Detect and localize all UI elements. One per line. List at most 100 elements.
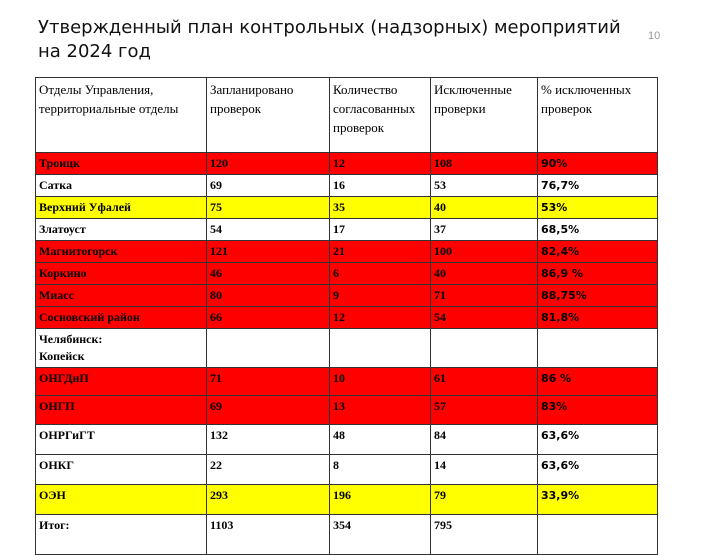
table-cell: 10: [329, 367, 431, 396]
table-cell: 354: [329, 514, 431, 555]
table-cell: [329, 328, 431, 368]
table-cell: 121: [206, 240, 330, 263]
slide-title: Утвержденный план контрольных (надзорных…: [38, 17, 621, 62]
table-row: ОНГДиП 71 10 61 86 %: [35, 367, 658, 396]
table-cell: 84: [430, 424, 538, 455]
table-cell: 53%: [537, 196, 658, 219]
table-cell: [537, 514, 658, 555]
table-cell: Сосновский район: [35, 306, 207, 329]
table-cell: 40: [430, 262, 538, 285]
table-cell: [537, 328, 658, 368]
table-cell: 71: [206, 367, 330, 396]
table-cell: 293: [206, 484, 330, 515]
table-body: Троицк 120 12 108 90% Сатка 69 16 53 76,7% Верхний…: [35, 152, 658, 555]
column-header: Отделы Управления, территориальные отдел…: [35, 77, 207, 153]
table-cell: 16: [329, 174, 431, 197]
table-row: Магнитогорск 121 21 100 82,4%: [35, 240, 658, 263]
table-cell: ОНРГиГТ: [35, 424, 207, 455]
table-cell: 196: [329, 484, 431, 515]
table-row: Итог: 1103 354 795: [35, 514, 658, 555]
table-row: Миасс 80 9 71 88,75%: [35, 284, 658, 307]
table-cell: 40: [430, 196, 538, 219]
table-cell: 54: [206, 218, 330, 241]
table-cell: 8: [329, 454, 431, 485]
table-cell: 6: [329, 262, 431, 285]
table-cell: 69: [206, 174, 330, 197]
table-row: Сосновский район 66 12 54 81,8%: [35, 306, 658, 329]
table-cell: 54: [430, 306, 538, 329]
table-cell: ОНГП: [35, 395, 207, 425]
table-cell: 108: [430, 152, 538, 175]
table-cell: 33,9%: [537, 484, 658, 515]
table-cell: Златоуст: [35, 218, 207, 241]
table-cell: 69: [206, 395, 330, 425]
table-cell: 17: [329, 218, 431, 241]
table-cell: 80: [206, 284, 330, 307]
table-cell: ОНГДиП: [35, 367, 207, 396]
table-cell: [430, 328, 538, 368]
table-row: ОНКГ 22 8 14 63,6%: [35, 454, 658, 485]
table-cell: 1103: [206, 514, 330, 555]
table-cell: 68,5%: [537, 218, 658, 241]
column-header: % исключенных проверок: [537, 77, 658, 153]
table-cell: 12: [329, 306, 431, 329]
table-cell: 46: [206, 262, 330, 285]
table-cell: 86 %: [537, 367, 658, 396]
header-row: Отделы Управления, территориальные отдел…: [35, 77, 658, 153]
table-row: ОЭН 293 196 79 33,9%: [35, 484, 658, 515]
table-cell: 76,7%: [537, 174, 658, 197]
table-row: ОНГП 69 13 57 83%: [35, 395, 658, 425]
table-cell: 81,8%: [537, 306, 658, 329]
table-cell: Верхний Уфалей: [35, 196, 207, 219]
table-cell: 795: [430, 514, 538, 555]
table-cell: 100: [430, 240, 538, 263]
column-header: Запланировано проверок: [206, 77, 330, 153]
table-cell: 83%: [537, 395, 658, 425]
table-cell: Сатка: [35, 174, 207, 197]
table-cell: Челябинск: Копейск: [35, 328, 207, 368]
table-cell: Коркино: [35, 262, 207, 285]
table-cell: 61: [430, 367, 538, 396]
table-cell: Миасс: [35, 284, 207, 307]
table-cell: 90%: [537, 152, 658, 175]
table-cell: 53: [430, 174, 538, 197]
table-cell: 75: [206, 196, 330, 219]
column-header: Исключенные проверки: [430, 77, 538, 153]
table-cell: 71: [430, 284, 538, 307]
table-row: Коркино 46 6 40 86,9 %: [35, 262, 658, 285]
table-cell: [206, 328, 330, 368]
table-cell: 88,75%: [537, 284, 658, 307]
table-cell: ОЭН: [35, 484, 207, 515]
table-row: ОНРГиГТ 132 48 84 63,6%: [35, 424, 658, 455]
table-cell: Троицк: [35, 152, 207, 175]
table-cell: 14: [430, 454, 538, 485]
table-cell: 63,6%: [537, 424, 658, 455]
table-cell: 120: [206, 152, 330, 175]
table-row: Троицк 120 12 108 90%: [35, 152, 658, 175]
table-cell: 9: [329, 284, 431, 307]
table-cell: 63,6%: [537, 454, 658, 485]
table-cell: 12: [329, 152, 431, 175]
table-cell: ОНКГ: [35, 454, 207, 485]
table-cell: 37: [430, 218, 538, 241]
table-cell: 66: [206, 306, 330, 329]
table-cell: 35: [329, 196, 431, 219]
table-cell: 22: [206, 454, 330, 485]
table-cell: Магнитогорск: [35, 240, 207, 263]
table-row: Верхний Уфалей 75 35 40 53%: [35, 196, 658, 219]
table-cell: 57: [430, 395, 538, 425]
page-number: 10: [648, 30, 661, 42]
table-cell: 82,4%: [537, 240, 658, 263]
table-row: Челябинск: Копейск: [35, 328, 658, 368]
table-cell: 79: [430, 484, 538, 515]
table-cell: Итог:: [35, 514, 207, 555]
table-row: Златоуст 54 17 37 68,5%: [35, 218, 658, 241]
table-cell: 21: [329, 240, 431, 263]
table-cell: 86,9 %: [537, 262, 658, 285]
table-cell: 132: [206, 424, 330, 455]
table-cell: 13: [329, 395, 431, 425]
plan-table: Отделы Управления, территориальные отдел…: [35, 77, 658, 555]
column-header: Количество согласованных проверок: [329, 77, 431, 153]
table-cell: 48: [329, 424, 431, 455]
slide: Утвержденный план контрольных (надзорных…: [35, 17, 661, 555]
